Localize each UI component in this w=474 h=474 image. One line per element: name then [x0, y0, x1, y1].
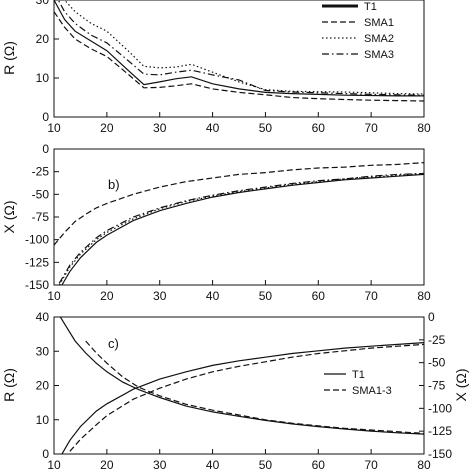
- panel-b: X (Ω) b): [1, 148, 425, 286]
- panel-a-ytick-label: 0: [42, 110, 49, 124]
- panel-b-ytick-label: -150: [25, 278, 49, 292]
- panel-c-y2tick-label: -75: [428, 379, 446, 393]
- panel-a-xtick-label: 10: [47, 121, 61, 135]
- panel-b-xtick-label: 40: [206, 289, 220, 303]
- panel-c-ytick-label: 0: [42, 447, 49, 461]
- panel-b-xtick-label: 20: [100, 289, 114, 303]
- panel-a-xtick-label: 80: [417, 121, 431, 135]
- panel-c-xtick-label: 20: [100, 458, 114, 472]
- panel-a: R (Ω): [1, 0, 425, 118]
- panel-b-ytick-label: -100: [25, 233, 49, 247]
- legend-c-label-t1: T1: [352, 369, 365, 381]
- panel-c-y2label: X (Ω): [453, 368, 469, 401]
- legend-a-label-t1: T1: [364, 1, 377, 13]
- panel-c-y2tick-label: -125: [428, 424, 452, 438]
- panel-b-xtick-label: 30: [153, 289, 167, 303]
- panel-b-xtick-label: 70: [364, 289, 378, 303]
- panel-b-xtick-label: 50: [259, 289, 273, 303]
- panel-c-series-t1-line: [61, 342, 424, 454]
- panel-c-xtick-label: 30: [153, 458, 167, 472]
- legend-a-label-sma2: SMA2: [364, 33, 394, 45]
- panel-a-frame: [53, 0, 425, 118]
- panel-a-ytick-label: 30: [36, 0, 50, 7]
- panel-b-ytick-label: -125: [25, 255, 49, 269]
- panel-c-xtick-label: 40: [206, 458, 220, 472]
- panel-c-ytick-label: 30: [36, 344, 50, 358]
- panel-a-ytick-label: 10: [36, 71, 50, 85]
- panel-b-xtick-label: 10: [47, 289, 61, 303]
- panel-a-series-sma1-line: [54, 11, 424, 102]
- panel-a-xtick-label: 50: [259, 121, 273, 135]
- panel-a-xtick-label: 20: [100, 121, 114, 135]
- panel-a-xtick-label: 70: [364, 121, 378, 135]
- panel-c-label: c): [108, 336, 119, 351]
- panel-c-y2tick-label: -150: [428, 447, 452, 461]
- panel-c-series-sma1-3-line: [85, 340, 424, 434]
- panel-b-xtick-label: 60: [312, 289, 326, 303]
- panel-a-series-sma3-line: [57, 0, 424, 96]
- legend-c-label-sma1-3: SMA1-3: [352, 385, 392, 397]
- panel-b-ytick-label: -50: [32, 187, 50, 201]
- panel-c-ytick-label: 10: [36, 413, 50, 427]
- panel-c-y2tick-label: -50: [428, 356, 446, 370]
- legend-a-label-sma1: SMA1: [364, 17, 394, 29]
- panel-a-xtick-label: 30: [153, 121, 167, 135]
- panel-c-xtick-label: 60: [312, 458, 326, 472]
- panel-b-ytick-label: 0: [42, 142, 49, 156]
- panel-b-frame: [53, 148, 425, 286]
- panel-b-series-sma1-line: [54, 162, 424, 246]
- panel-a-series-t1-line: [54, 0, 424, 97]
- panel-c-ytick-label: 20: [36, 379, 50, 393]
- panel-a-xtick-label: 60: [312, 121, 326, 135]
- panel-a-xtick-label: 40: [206, 121, 220, 135]
- panel-c-series-t1-line: [59, 317, 424, 435]
- panel-b-xtick-label: 80: [417, 289, 431, 303]
- panel-b-ylabel: X (Ω): [1, 200, 17, 233]
- panel-c-xtick-label: 70: [364, 458, 378, 472]
- panel-b-ytick-label: -25: [32, 165, 50, 179]
- panel-b-ytick-label: -75: [32, 210, 50, 224]
- panel-b-series-t1-line: [61, 173, 424, 285]
- panel-a-ylabel: R (Ω): [1, 41, 17, 75]
- panel-b-series-sma3-line: [58, 172, 424, 284]
- panel-c-y2tick-label: -100: [428, 401, 452, 415]
- panel-b-label: b): [108, 177, 120, 192]
- panel-c-xtick-label: 80: [417, 458, 431, 472]
- legend-a-label-sma3: SMA3: [364, 49, 394, 61]
- panel-c-y2tick-label: -25: [428, 333, 446, 347]
- panel-c-ylabel: R (Ω): [1, 368, 17, 402]
- panel-c-ytick-label: 40: [36, 310, 50, 324]
- panel-c-y2tick-label: 0: [428, 310, 435, 324]
- panel-c-xtick-label: 10: [47, 458, 61, 472]
- panel-a-ytick-label: 20: [36, 32, 50, 46]
- panel-c-series-sma1-3-line: [67, 343, 424, 454]
- panel-c-xtick-label: 50: [259, 458, 273, 472]
